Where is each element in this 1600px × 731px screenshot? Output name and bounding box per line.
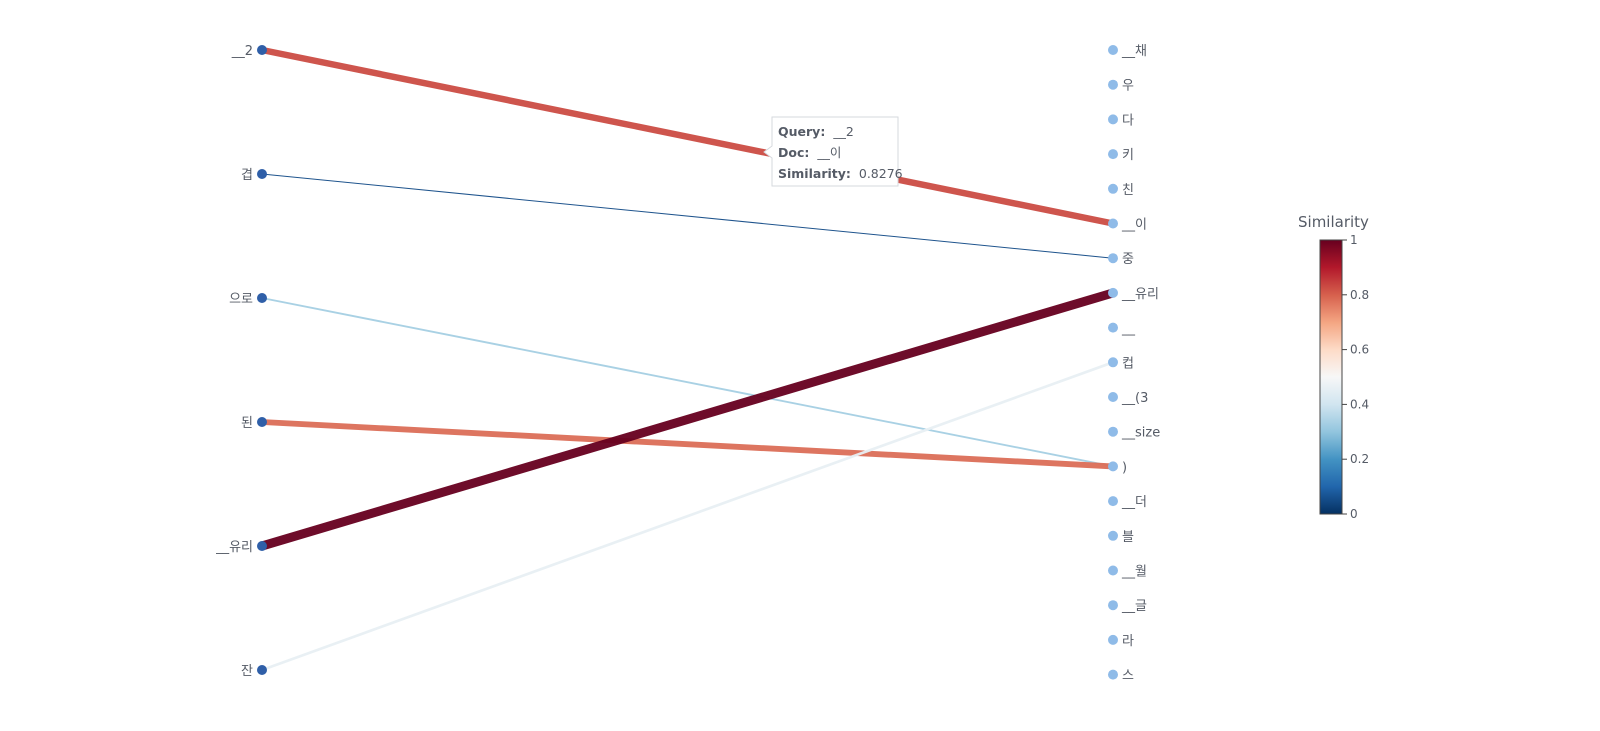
similarity-link[interactable] xyxy=(257,288,1118,551)
query-token-marker[interactable] xyxy=(257,541,267,551)
doc-token-label: __유리 xyxy=(1121,287,1159,302)
doc-token-label: 다 xyxy=(1122,113,1134,128)
doc-token-label: 컵 xyxy=(1122,356,1134,371)
doc-token-marker[interactable] xyxy=(1108,600,1118,611)
doc-token-marker[interactable] xyxy=(1108,218,1118,229)
doc-token-label: __글 xyxy=(1121,599,1147,614)
colorbar-tick-label: 0.2 xyxy=(1350,452,1369,466)
tooltip-doc-value: __이 xyxy=(816,145,841,160)
doc-token-marker[interactable] xyxy=(1108,322,1118,333)
doc-token-label: __월 xyxy=(1121,565,1147,580)
doc-token-marker[interactable] xyxy=(1108,565,1118,576)
colorbar-tick-label: 0.6 xyxy=(1350,343,1369,357)
similarity-links xyxy=(257,46,1118,672)
query-token-markers xyxy=(257,45,267,675)
doc-token-marker[interactable] xyxy=(1108,287,1118,298)
doc-token-label: 키 xyxy=(1122,148,1134,163)
doc-token-label: 중 xyxy=(1122,252,1134,267)
doc-token-label: __이 xyxy=(1121,218,1147,233)
colorbar-tick-label: 0 xyxy=(1350,507,1358,521)
colorbar-title: Similarity xyxy=(1298,213,1369,231)
similarity-link[interactable] xyxy=(261,297,1114,468)
hover-tooltip: Query: __2 Doc: __이 Similarity: 0.8276 xyxy=(763,116,903,187)
doc-token-label: 스 xyxy=(1122,669,1134,684)
doc-token-label: __ xyxy=(1121,322,1136,337)
similarity-link[interactable] xyxy=(259,419,1116,470)
similarity-link[interactable] xyxy=(261,173,1114,259)
colorbar: Similarity 0 0.2 0.4 0.6 0.8 1 xyxy=(1298,213,1369,521)
doc-token-marker[interactable] xyxy=(1108,461,1118,472)
query-token-marker[interactable] xyxy=(257,169,267,179)
doc-token-marker[interactable] xyxy=(1108,45,1118,55)
tooltip-query-label: Query: xyxy=(778,124,825,139)
query-token-label: 겹 xyxy=(241,168,253,183)
query-token-label: 된 xyxy=(241,416,253,431)
query-token-marker[interactable] xyxy=(257,417,267,427)
doc-token-marker[interactable] xyxy=(1108,426,1118,437)
colorbar-tick-label: 0.4 xyxy=(1350,397,1369,411)
tooltip-doc-line: Doc: __이 xyxy=(778,145,841,160)
tooltip-box xyxy=(763,116,899,187)
query-token-label: 잔 xyxy=(241,664,253,679)
doc-token-label: 라 xyxy=(1122,634,1134,649)
query-token-label: 으로 xyxy=(229,292,253,307)
doc-token-marker[interactable] xyxy=(1108,357,1118,368)
doc-token-marker[interactable] xyxy=(1108,253,1118,264)
colorbar-ticks: 0 0.2 0.4 0.6 0.8 1 xyxy=(1342,233,1369,521)
doc-token-marker[interactable] xyxy=(1108,496,1118,507)
doc-token-marker[interactable] xyxy=(1108,392,1118,402)
doc-token-label: __더 xyxy=(1121,495,1147,510)
query-token-label: __2 xyxy=(231,44,253,59)
similarity-link[interactable] xyxy=(260,360,1115,672)
doc-token-label: __채 xyxy=(1121,44,1147,59)
colorbar-gradient xyxy=(1319,239,1343,515)
doc-token-marker[interactable] xyxy=(1108,149,1118,160)
tooltip-similarity-value: 0.8276 xyxy=(859,166,903,181)
tooltip-similarity-label: Similarity: xyxy=(778,166,851,181)
doc-token-markers xyxy=(1108,45,1118,680)
query-token-marker[interactable] xyxy=(257,45,267,55)
doc-token-marker[interactable] xyxy=(1108,114,1118,125)
colorbar-tick-label: 1 xyxy=(1350,233,1358,247)
query-token-label: __유리 xyxy=(215,540,253,555)
doc-token-marker[interactable] xyxy=(1108,530,1118,541)
similarity-link[interactable] xyxy=(258,46,1117,227)
doc-token-label: 블 xyxy=(1122,530,1134,545)
doc-token-label: __size xyxy=(1121,426,1160,441)
doc-token-marker[interactable] xyxy=(1108,634,1118,645)
doc-token-marker[interactable] xyxy=(1108,669,1118,680)
doc-token-marker[interactable] xyxy=(1108,183,1118,194)
query-token-marker[interactable] xyxy=(257,665,267,675)
query-token-marker[interactable] xyxy=(257,293,267,303)
tooltip-query-value: __2 xyxy=(832,124,853,139)
colorbar-tick-label: 0.8 xyxy=(1350,288,1369,302)
tooltip-doc-label: Doc: xyxy=(778,145,809,160)
tooltip-similarity-line: Similarity: 0.8276 xyxy=(778,166,903,181)
doc-token-label: 우 xyxy=(1122,79,1134,94)
doc-token-label: 친 xyxy=(1122,183,1134,198)
doc-token-marker[interactable] xyxy=(1108,79,1118,90)
doc-token-label: ) xyxy=(1122,460,1127,475)
tooltip-query-line: Query: __2 xyxy=(778,124,854,139)
doc-token-label: __(3 xyxy=(1121,391,1148,406)
